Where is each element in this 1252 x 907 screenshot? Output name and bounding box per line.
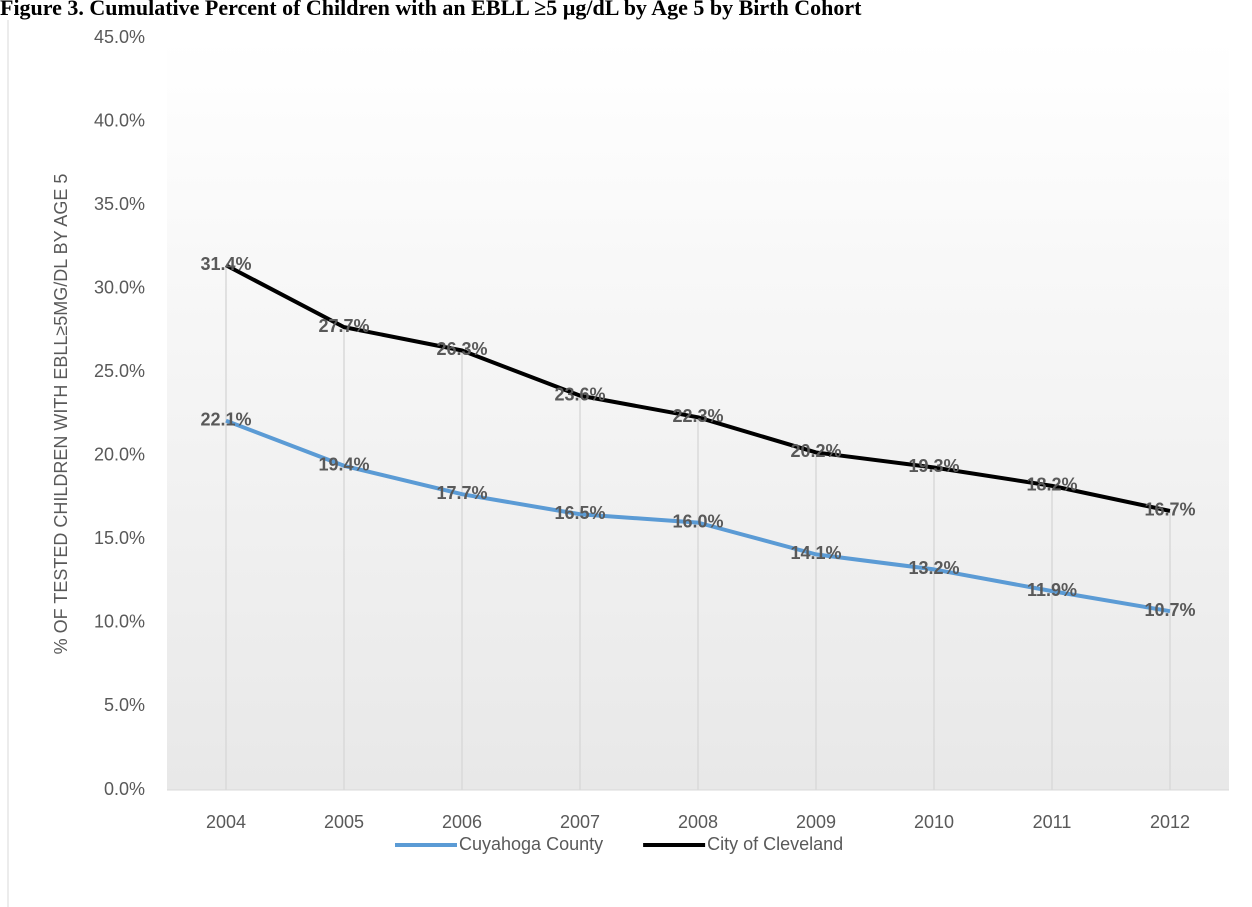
data-label: 19.3%: [908, 456, 959, 476]
x-tick-label: 2007: [560, 812, 600, 832]
y-tick-label: 45.0%: [94, 27, 145, 47]
data-label: 11.9%: [1027, 580, 1077, 600]
x-tick-label: 2006: [442, 812, 482, 832]
legend-label: City of Cleveland: [707, 834, 843, 854]
data-label: 20.2%: [790, 441, 841, 461]
x-tick-label: 2010: [914, 812, 954, 832]
y-tick-label: 0.0%: [104, 779, 145, 799]
y-tick-label: 15.0%: [94, 528, 145, 548]
data-label: 18.2%: [1026, 475, 1077, 495]
x-tick-label: 2005: [324, 812, 364, 832]
data-label: 27.7%: [318, 316, 369, 336]
y-tick-label: 10.0%: [94, 612, 145, 632]
data-label: 13.2%: [908, 558, 959, 578]
y-tick-label: 40.0%: [94, 110, 145, 130]
y-tick-label: 25.0%: [94, 361, 145, 381]
data-label: 10.7%: [1144, 600, 1195, 620]
data-label: 16.0%: [672, 511, 723, 531]
data-label: 16.7%: [1144, 500, 1195, 520]
y-axis-label: % OF TESTED CHILDREN WITH EBLL≥5MG/DL BY…: [51, 174, 71, 655]
y-tick-label: 35.0%: [94, 194, 145, 214]
data-label: 22.3%: [672, 406, 723, 426]
series-line: [225, 263, 1171, 513]
x-tick-label: 2009: [796, 812, 836, 832]
legend-label: Cuyahoga County: [459, 834, 603, 854]
data-label: 17.7%: [436, 483, 487, 503]
x-tick-label: 2004: [206, 812, 246, 832]
data-label: 16.5%: [554, 503, 605, 523]
data-label: 23.6%: [554, 384, 605, 404]
x-tick-label: 2011: [1033, 812, 1072, 832]
data-label: 31.4%: [200, 254, 251, 274]
data-label: 22.1%: [200, 409, 251, 429]
y-tick-label: 5.0%: [104, 695, 145, 715]
data-label: 14.1%: [790, 543, 841, 563]
y-tick-label: 30.0%: [94, 277, 145, 297]
x-tick-label: 2012: [1150, 812, 1190, 832]
x-tick-label: 2008: [678, 812, 718, 832]
chart-title: Figure 3. Cumulative Percent of Children…: [0, 0, 862, 20]
data-label: 26.3%: [436, 339, 487, 359]
series-line: [225, 418, 1171, 614]
y-tick-label: 20.0%: [94, 445, 145, 465]
data-label: 19.4%: [318, 455, 369, 475]
